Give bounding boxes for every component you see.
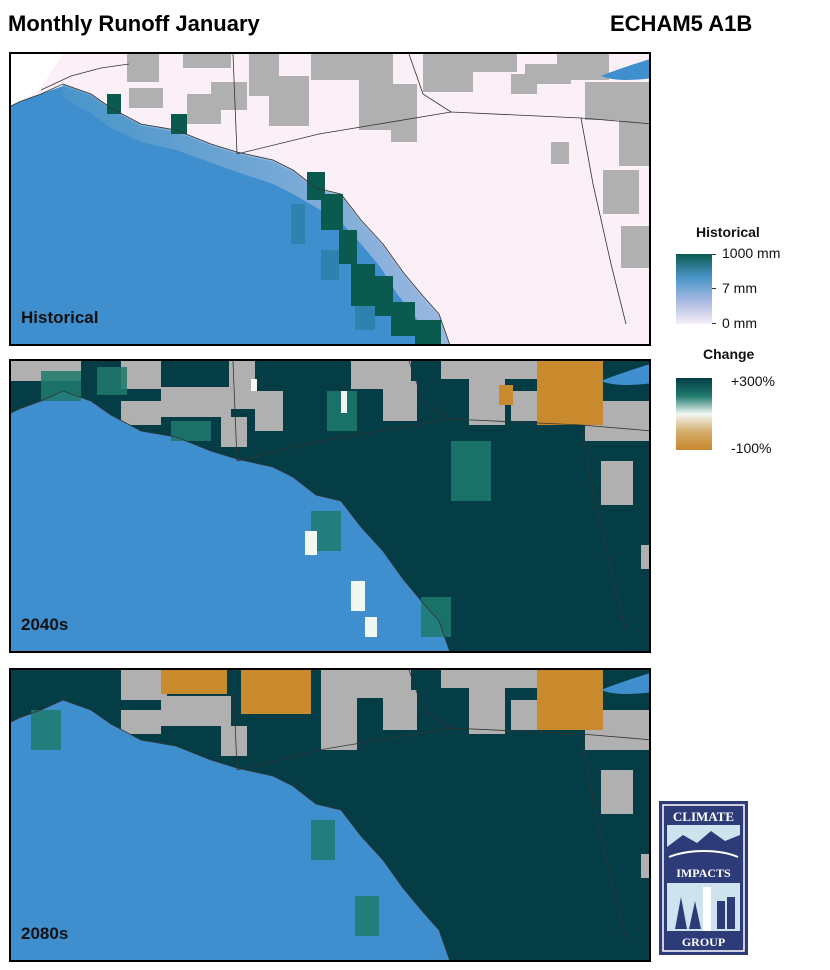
panel-label-2040s: 2040s xyxy=(21,615,69,634)
ocean xyxy=(11,391,450,651)
svg-text:CLIMATE: CLIMATE xyxy=(673,809,734,824)
panel-label-2080s: 2080s xyxy=(21,924,69,943)
panel-label-historical: Historical xyxy=(21,308,99,327)
coastal-runoff-band xyxy=(63,84,450,344)
high-runoff-cells xyxy=(107,94,441,344)
legend-label-1000mm: 1000 mm xyxy=(722,245,781,261)
boundaries xyxy=(11,361,649,651)
legend-label-plus300: +300% xyxy=(731,373,775,389)
map-panel-historical: Historical xyxy=(9,52,651,346)
ocean xyxy=(11,700,450,960)
change-map-2080s xyxy=(11,670,649,960)
change-map-2040s xyxy=(11,361,649,651)
svg-text:IMPACTS: IMPACTS xyxy=(676,866,731,880)
climate-impacts-group-logo: CLIMATE IMPACTS GROUP xyxy=(659,801,748,955)
map-panel-2080s: 2080s xyxy=(9,668,651,962)
legend-label-7mm: 7 mm xyxy=(722,280,757,296)
decrease-region xyxy=(537,361,603,425)
boundaries xyxy=(11,670,649,960)
legend-title-historical: Historical xyxy=(696,224,760,240)
legend-title-change: Change xyxy=(703,346,755,362)
decrease-regions xyxy=(161,670,603,730)
legend-bar-change xyxy=(676,378,712,450)
low-change-cells xyxy=(251,379,377,637)
arctic-area xyxy=(11,54,63,106)
legend-bar-historical xyxy=(676,254,712,324)
map-panel-2040s: 2040s xyxy=(9,359,651,653)
ocean xyxy=(11,86,450,344)
legend-label-0mm: 0 mm xyxy=(722,315,757,331)
legend-label-minus100: -100% xyxy=(731,440,772,456)
boundaries xyxy=(11,54,649,344)
historical-map xyxy=(11,54,649,344)
no-data-cells xyxy=(127,54,649,268)
map-title: Monthly Runoff January xyxy=(8,11,260,36)
model-scenario-label: ECHAM5 A1B xyxy=(610,11,753,36)
moderate-change-cells xyxy=(31,710,379,936)
svg-text:GROUP: GROUP xyxy=(682,935,725,949)
